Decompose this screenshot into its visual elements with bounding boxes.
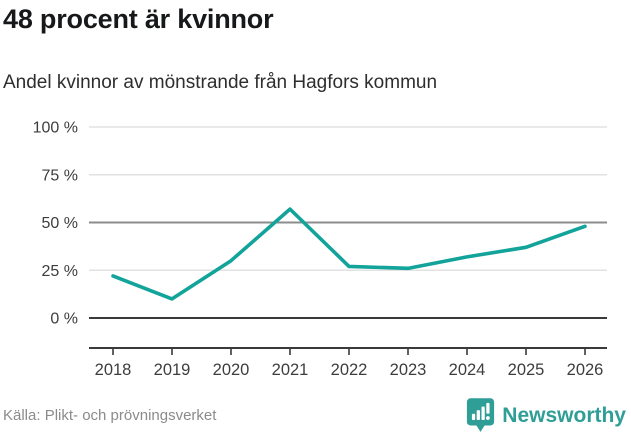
x-tick-label: 2025 (508, 361, 545, 379)
y-tick-label: 25 % (42, 263, 78, 280)
chart-subtitle: Andel kvinnor av mönstrande från Hagfors… (3, 72, 438, 93)
x-tick-label: 2024 (449, 361, 486, 379)
newsworthy-logo: Newsworthy (466, 397, 626, 434)
newsworthy-wordmark: Newsworthy (502, 403, 626, 427)
y-tick-label: 100 % (33, 120, 78, 137)
newsworthy-badge-icon (467, 398, 495, 432)
x-tick-label: 2021 (272, 361, 309, 379)
x-tick-label: 2022 (331, 361, 368, 379)
y-tick-label: 75 % (42, 167, 78, 184)
x-tick-label: 2018 (95, 361, 132, 379)
x-tick-label: 2023 (390, 361, 427, 379)
bar-chart-glyph (472, 402, 491, 421)
x-tick-label: 2026 (567, 361, 604, 379)
data-line (111, 207, 587, 301)
y-tick-label: 0 % (50, 311, 78, 328)
y-tick-label: 50 % (42, 215, 78, 232)
x-tick-label: 2019 (154, 361, 191, 379)
source-note: Källa: Plikt- och prövningsverket (3, 407, 217, 424)
page-title: 48 procent är kvinnor (3, 4, 274, 34)
x-tick-label: 2020 (213, 361, 250, 379)
